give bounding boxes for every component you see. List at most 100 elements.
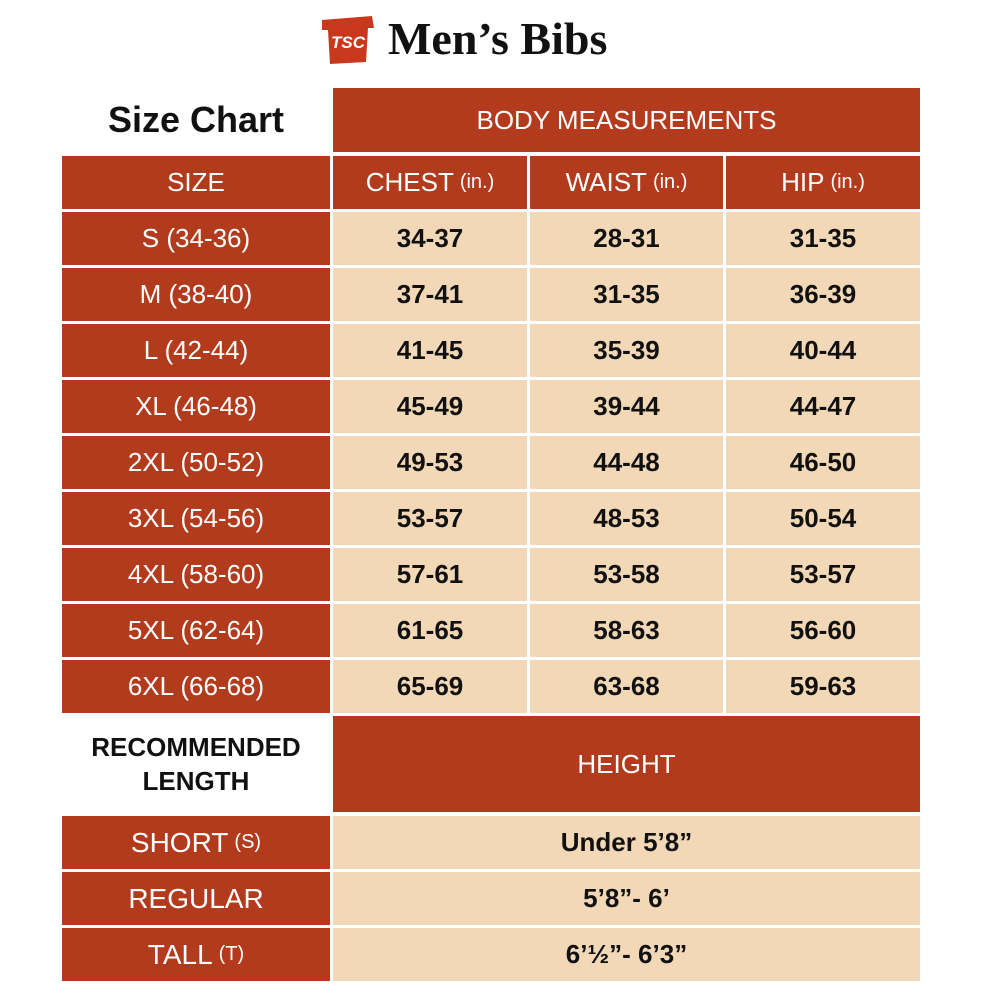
measure-cell: 28-31	[530, 212, 723, 265]
title-text: RECOMMENDED LENGTH	[91, 732, 301, 796]
length-abbr: (S)	[234, 831, 262, 853]
length-title: RECOMMENDED LENGTH	[62, 716, 330, 812]
height-text: 5’8”- 6’	[583, 883, 670, 913]
cell-text: 31-35	[593, 279, 660, 309]
cell-text: 4XL (58-60)	[127, 559, 265, 589]
logo-text: TSC	[331, 33, 366, 52]
cell-text: 34-37	[396, 223, 464, 253]
length-label: TALL	[147, 938, 213, 970]
column-header: WAIST (in.)	[530, 156, 723, 209]
cell-text: 44-47	[789, 391, 857, 421]
cell-text: 44-48	[593, 447, 660, 477]
header-text: BODY MEASUREMENTS	[476, 104, 777, 135]
cell-text: 6XL (66-68)	[127, 671, 265, 701]
measure-cell: 41-45	[333, 324, 527, 377]
measure-cell: 61-65	[333, 604, 527, 657]
height-cell: 5’8”- 6’	[333, 872, 920, 925]
cell-text: 53-58	[593, 559, 660, 589]
cell-text: 49-53	[396, 447, 464, 477]
measure-cell: 50-54	[726, 492, 920, 545]
size-cell: S (34-36)	[62, 212, 330, 265]
measure-cell: 44-48	[530, 436, 723, 489]
height-header: HEIGHT	[333, 716, 920, 812]
measure-cell: 45-49	[333, 380, 527, 433]
column-label: SIZE	[167, 167, 225, 197]
measure-cell: 31-35	[530, 268, 723, 321]
cell-text: S (34-36)	[141, 223, 251, 253]
column-header: CHEST (in.)	[333, 156, 527, 209]
measure-cell: 44-47	[726, 380, 920, 433]
size-cell: M (38-40)	[62, 268, 330, 321]
measure-cell: 37-41	[333, 268, 527, 321]
column-header: SIZE	[62, 156, 330, 209]
column-unit: (in.)	[830, 171, 865, 193]
cell-text: 39-44	[593, 391, 660, 421]
cell-text: 65-69	[396, 671, 464, 701]
cell-text: 46-50	[789, 447, 857, 477]
cell-text: 40-44	[789, 335, 857, 365]
size-cell: 4XL (58-60)	[62, 548, 330, 601]
cell-text: 37-41	[396, 279, 464, 309]
cell-text: 2XL (50-52)	[127, 447, 265, 477]
cell-text: M (38-40)	[139, 279, 253, 309]
measure-cell: 39-44	[530, 380, 723, 433]
cell-text: L (42-44)	[143, 335, 249, 365]
cell-text: 36-39	[789, 279, 857, 309]
column-unit: (in.)	[459, 171, 495, 193]
measure-cell: 35-39	[530, 324, 723, 377]
length-cell: REGULAR	[62, 872, 330, 925]
size-cell: 3XL (54-56)	[62, 492, 330, 545]
measure-cell: 57-61	[333, 548, 527, 601]
measure-cell: 40-44	[726, 324, 920, 377]
length-label: REGULAR	[128, 882, 264, 914]
cell-text: 3XL (54-56)	[127, 503, 265, 533]
length-label: SHORT	[130, 826, 229, 858]
column-label: WAIST	[565, 167, 647, 197]
table-title: Size Chart	[62, 88, 330, 152]
column-label: HIP	[781, 167, 825, 197]
measure-cell: 34-37	[333, 212, 527, 265]
cell-text: 58-63	[593, 615, 660, 645]
size-cell: L (42-44)	[62, 324, 330, 377]
measure-cell: 46-50	[726, 436, 920, 489]
column-label: CHEST	[365, 167, 454, 197]
cell-text: 41-45	[396, 335, 464, 365]
cell-text: 50-54	[789, 503, 857, 533]
length-abbr: (T)	[218, 943, 245, 965]
measure-cell: 65-69	[333, 660, 527, 713]
logo-tag	[322, 16, 374, 64]
cell-text: 59-63	[789, 671, 857, 701]
cell-text: 48-53	[593, 503, 660, 533]
logo: TSC	[322, 16, 374, 64]
cell-text: 53-57	[789, 559, 857, 589]
page-title: Men’s Bibs	[388, 13, 608, 64]
measure-cell: 56-60	[726, 604, 920, 657]
measure-cell: 48-53	[530, 492, 723, 545]
cell-text: 5XL (62-64)	[127, 615, 265, 645]
header-text: HEIGHT	[577, 748, 676, 779]
height-text: 6’½”- 6’3”	[565, 939, 688, 969]
measure-cell: 58-63	[530, 604, 723, 657]
column-unit: (in.)	[652, 171, 688, 193]
measure-cell: 31-35	[726, 212, 920, 265]
size-cell: 5XL (62-64)	[62, 604, 330, 657]
group-header: BODY MEASUREMENTS	[333, 88, 920, 152]
measure-cell: 59-63	[726, 660, 920, 713]
cell-text: 57-61	[396, 559, 464, 589]
cell-text: 63-68	[593, 671, 660, 701]
cell-text: 45-49	[396, 391, 464, 421]
cell-text: 53-57	[396, 503, 464, 533]
measure-cell: 36-39	[726, 268, 920, 321]
column-header: HIP (in.)	[726, 156, 920, 209]
cell-text: 31-35	[789, 223, 857, 253]
measure-cell: 53-57	[726, 548, 920, 601]
title-text: Size Chart	[107, 99, 285, 140]
size-cell: 6XL (66-68)	[62, 660, 330, 713]
size-cell: XL (46-48)	[62, 380, 330, 433]
cell-text: 35-39	[593, 335, 660, 365]
cell-text: 61-65	[396, 615, 464, 645]
cell-text: XL (46-48)	[135, 391, 257, 421]
measure-cell: 53-57	[333, 492, 527, 545]
measure-cell: 53-58	[530, 548, 723, 601]
